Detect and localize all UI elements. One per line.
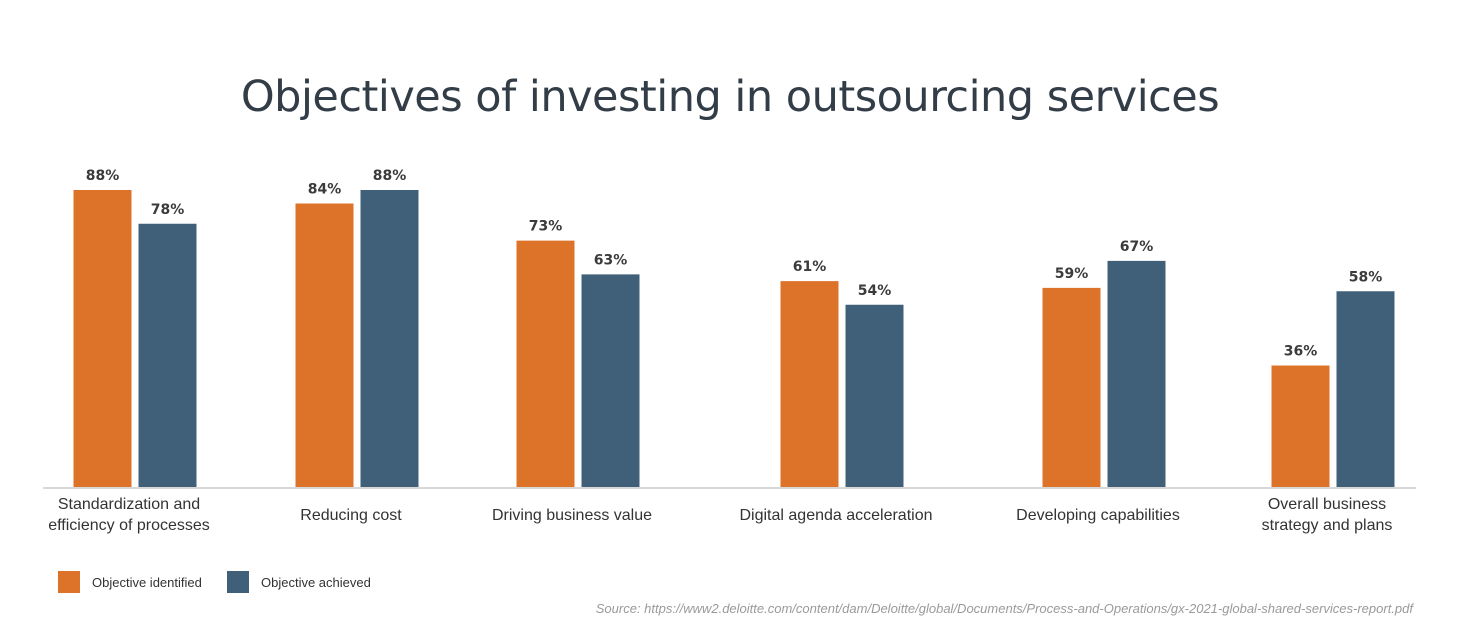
x-tick-label: Standardization and xyxy=(58,496,200,513)
data-label: 63% xyxy=(594,252,628,268)
data-label: 78% xyxy=(151,202,185,218)
source-note: Source: https://www2.deloitte.com/conten… xyxy=(596,601,1415,616)
bar-achieved xyxy=(360,190,419,487)
x-tick-label: Digital agenda acceleration xyxy=(739,507,932,524)
x-tick-label: Developing capabilities xyxy=(1016,507,1180,524)
data-label: 88% xyxy=(86,168,120,184)
bar-identified xyxy=(1271,365,1330,487)
data-label: 59% xyxy=(1055,266,1089,282)
bar-achieved xyxy=(1336,291,1395,487)
bar-identified xyxy=(1042,287,1101,487)
legend-label: Objective achieved xyxy=(261,575,371,590)
data-label: 67% xyxy=(1120,239,1154,255)
bar-identified xyxy=(73,190,132,487)
data-label: 54% xyxy=(858,283,892,299)
legend-label: Objective identified xyxy=(92,575,202,590)
x-tick-label: strategy and plans xyxy=(1262,517,1393,534)
data-label: 61% xyxy=(793,259,827,275)
legend-swatch xyxy=(227,571,249,593)
data-label: 58% xyxy=(1349,269,1383,285)
data-label: 36% xyxy=(1284,344,1318,360)
bar-identified xyxy=(295,203,354,487)
data-label: 84% xyxy=(308,182,342,198)
data-label: 73% xyxy=(529,219,563,235)
bar-identified xyxy=(516,240,575,487)
bar-achieved xyxy=(1107,260,1166,487)
x-tick-label: Reducing cost xyxy=(300,507,402,524)
legend-swatch xyxy=(58,571,80,593)
x-tick-label: Overall business xyxy=(1268,496,1386,513)
bar-achieved xyxy=(138,223,197,487)
bar-achieved xyxy=(845,304,904,487)
x-tick-label: Driving business value xyxy=(492,507,652,524)
data-label: 88% xyxy=(373,168,407,184)
bar-identified xyxy=(780,281,839,487)
chart-title: Objectives of investing in outsourcing s… xyxy=(240,72,1220,122)
x-tick-label: efficiency of processes xyxy=(48,517,210,534)
bar-achieved xyxy=(581,274,640,487)
